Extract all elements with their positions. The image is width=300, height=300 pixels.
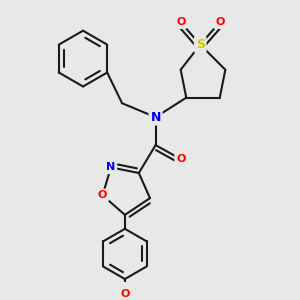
Text: O: O [98,190,107,200]
Text: O: O [176,17,185,27]
Text: O: O [215,17,224,27]
Text: S: S [196,38,205,51]
Text: N: N [150,111,161,124]
Text: O: O [120,290,130,299]
Text: N: N [106,162,116,172]
Text: O: O [176,154,185,164]
